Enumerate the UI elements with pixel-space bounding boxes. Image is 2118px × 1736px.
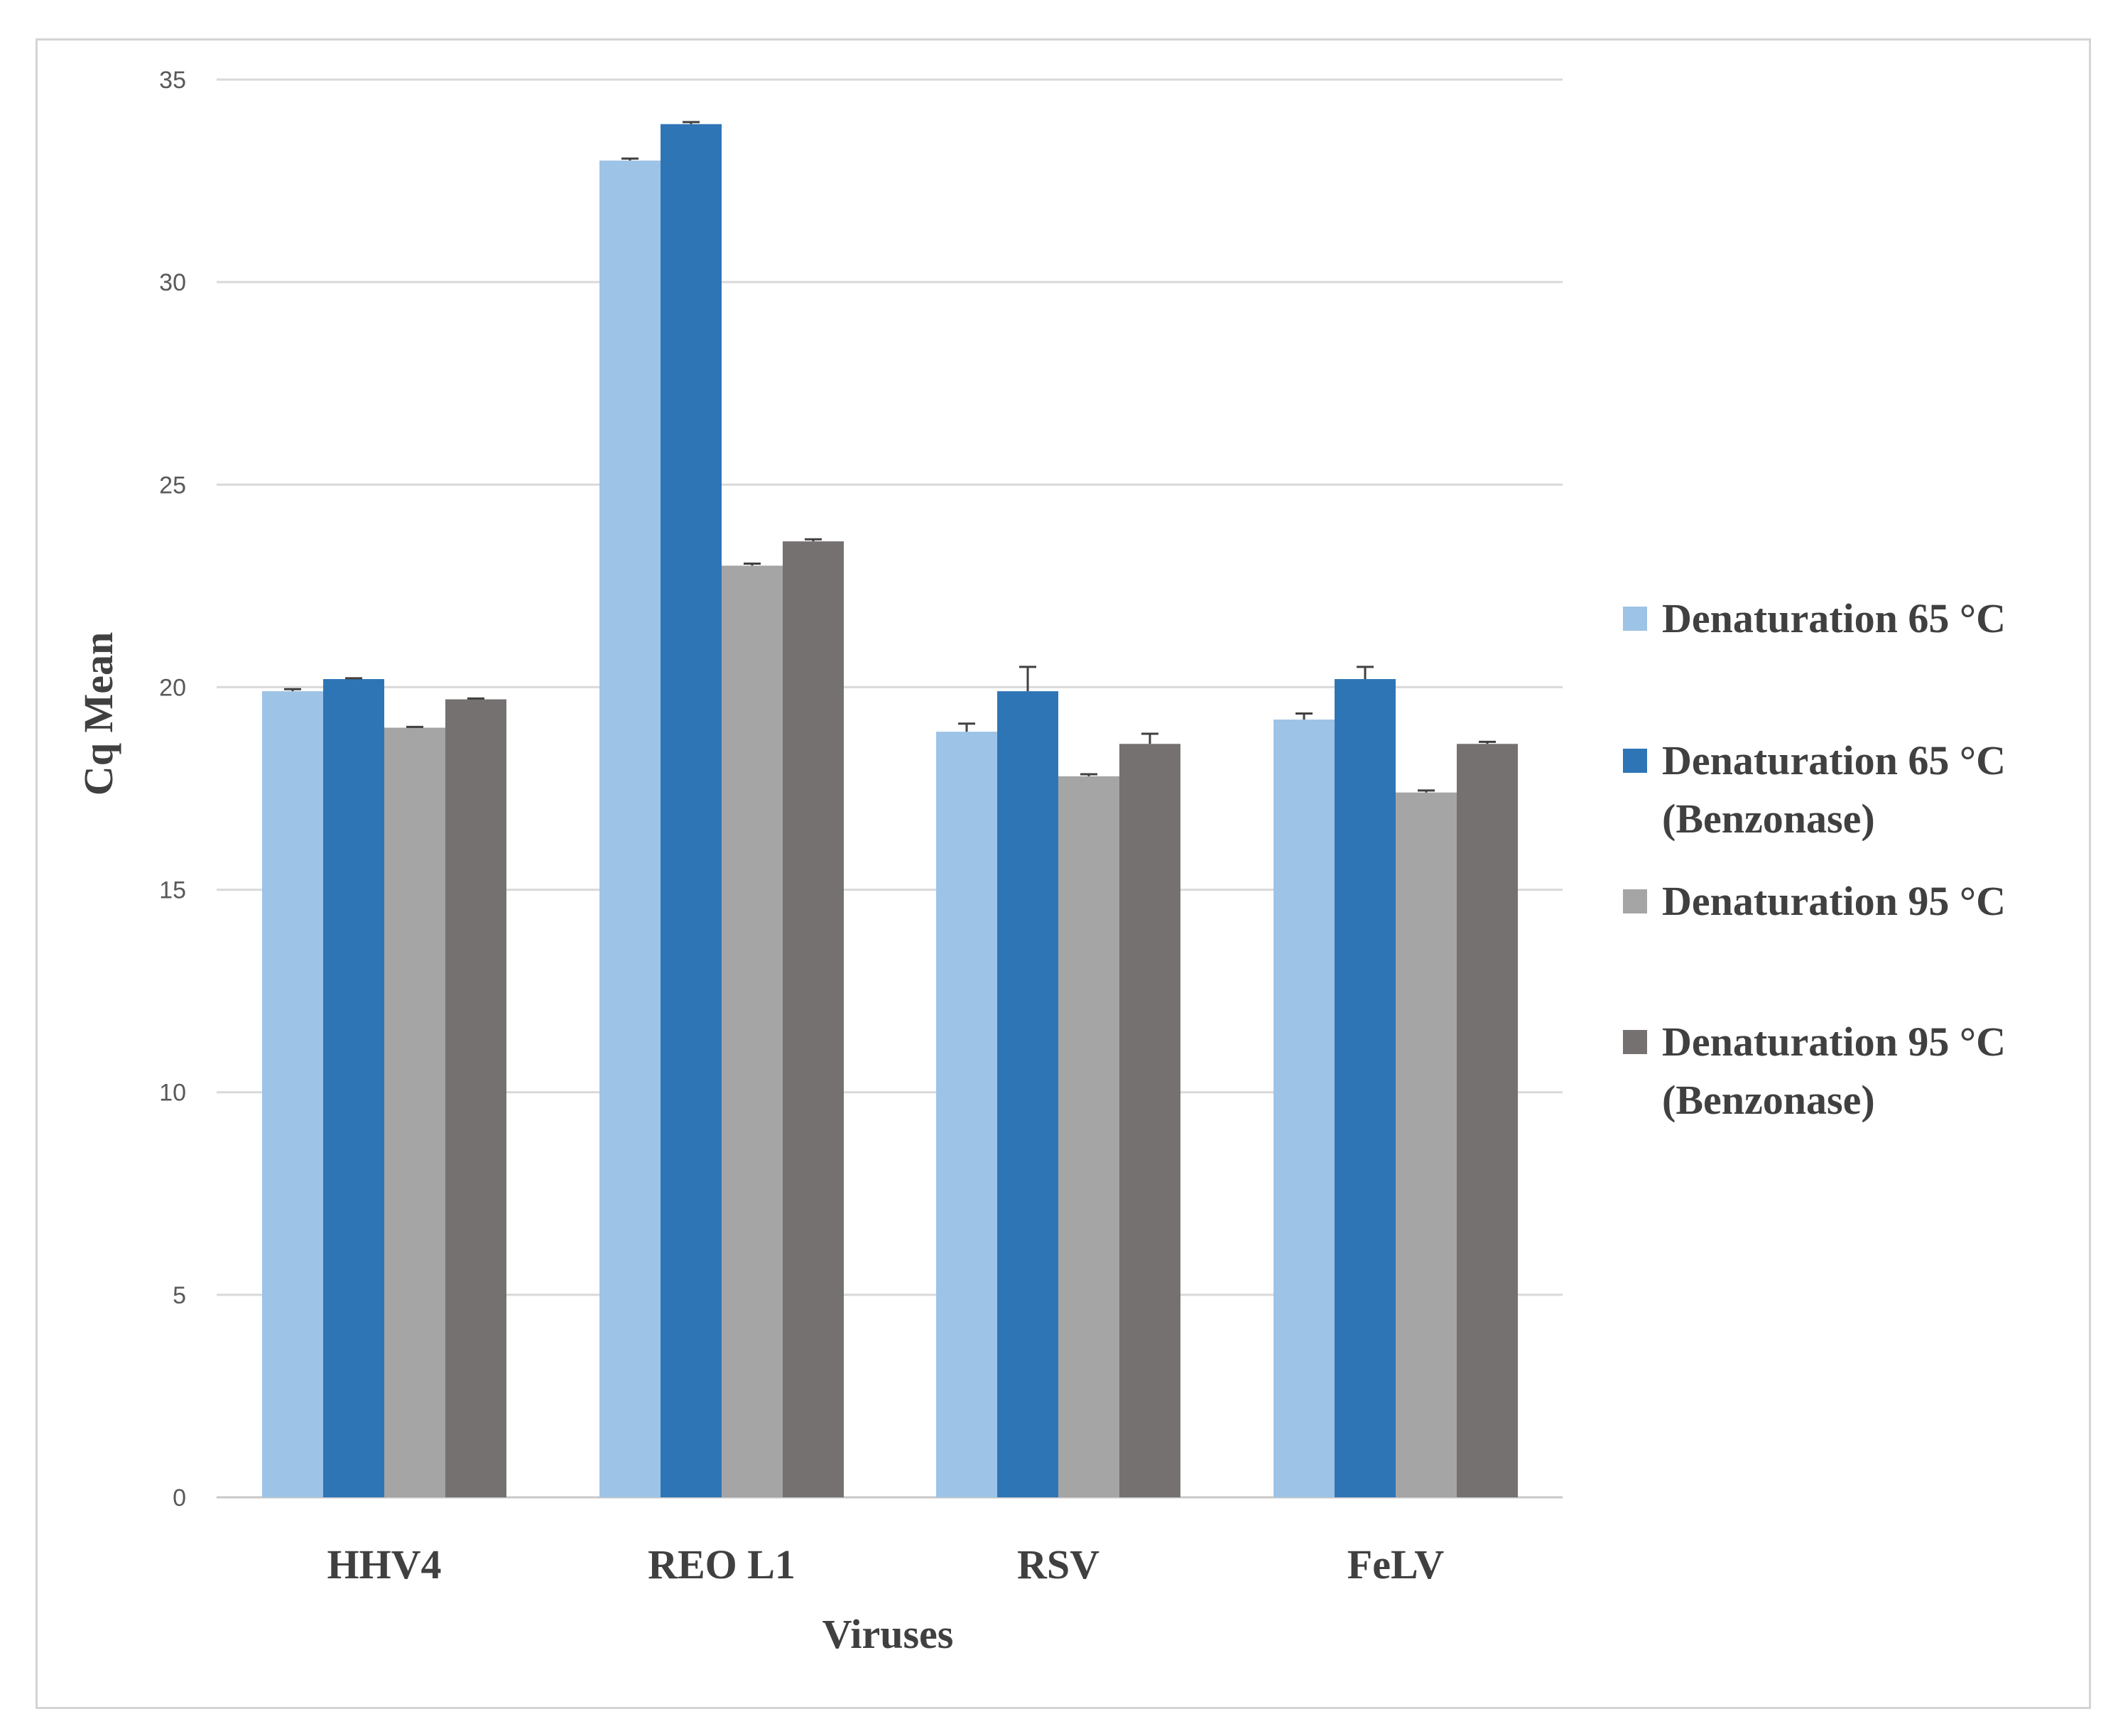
legend-label: (Benzonase) xyxy=(1662,1077,1875,1123)
bar xyxy=(936,732,997,1497)
x-tick-label: HHV4 xyxy=(327,1541,441,1588)
bar xyxy=(1396,792,1457,1497)
bar xyxy=(599,161,661,1498)
x-tick-label: RSV xyxy=(1017,1541,1099,1588)
legend: Denaturation 65 °C Denaturation 65 °C (Ben… xyxy=(1623,595,2006,1123)
bar xyxy=(1457,744,1518,1497)
y-tick-label: 0 xyxy=(173,1485,186,1512)
bar xyxy=(1273,720,1335,1497)
y-tick-label: 20 xyxy=(159,674,186,701)
y-axis-ticks: 0 5 10 15 20 25 30 35 xyxy=(159,67,186,1512)
bar xyxy=(1058,776,1119,1497)
legend-label: Denaturation 95 °C xyxy=(1662,1019,2006,1065)
bar xyxy=(445,699,506,1498)
bar xyxy=(1335,679,1396,1497)
bar xyxy=(722,565,783,1498)
y-tick-label: 15 xyxy=(159,877,186,904)
y-tick-label: 25 xyxy=(159,472,186,499)
legend-label: (Benzonase) xyxy=(1662,796,1875,842)
legend-swatch xyxy=(1623,889,1647,913)
legend-swatch xyxy=(1623,607,1647,631)
legend-label: Denaturation 95 °C xyxy=(1662,878,2006,924)
y-tick-label: 35 xyxy=(159,67,186,94)
y-tick-label: 5 xyxy=(173,1282,186,1309)
bar xyxy=(661,124,722,1497)
bar xyxy=(1119,744,1180,1497)
bars xyxy=(262,124,1518,1498)
y-axis-title: Cq Mean xyxy=(75,632,121,796)
error-bars xyxy=(284,121,1496,793)
bar xyxy=(783,541,844,1497)
legend-label: Denaturation 65 °C xyxy=(1662,595,2006,641)
x-axis-categories: HHV4 REO L1 RSV FeLV xyxy=(327,1541,1444,1588)
bar xyxy=(384,727,445,1497)
x-tick-label: REO L1 xyxy=(648,1541,795,1588)
legend-label: Denaturation 65 °C xyxy=(1662,737,2006,783)
x-tick-label: FeLV xyxy=(1347,1541,1445,1588)
y-tick-label: 30 xyxy=(159,269,186,296)
y-tick-label: 10 xyxy=(159,1080,186,1107)
x-axis-title: Viruses xyxy=(822,1611,954,1657)
legend-swatch xyxy=(1623,749,1647,773)
bar xyxy=(262,691,323,1498)
legend-swatch xyxy=(1623,1030,1647,1054)
bar xyxy=(997,691,1058,1498)
bar xyxy=(323,679,384,1497)
